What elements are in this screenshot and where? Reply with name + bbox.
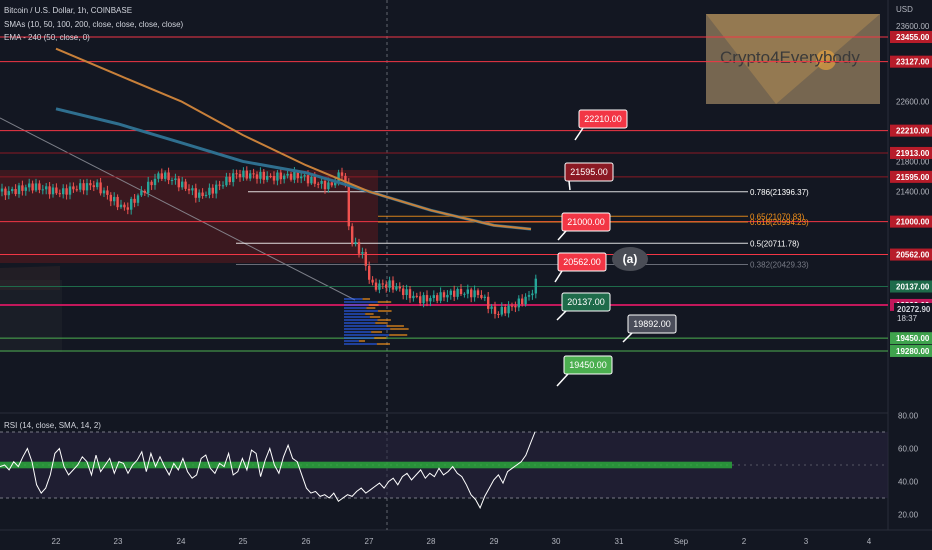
axis-tag-20562.00 [890,248,932,261]
x-tick-label: 24 [177,537,186,546]
x-tick-label: 30 [552,537,561,546]
axis-tag-text: 21595.00 [896,173,930,182]
price-callout-19892.00[interactable]: 19892.00 [622,314,677,343]
x-tick-label: 4 [867,537,872,546]
y-tick-label: 22600.00 [896,97,930,106]
axis-tag-21595.00 [890,170,932,183]
price-callout-22210.00[interactable]: 22210.00 [574,109,628,141]
y-tick-label: 23600.00 [896,22,930,31]
ema-legend[interactable]: EMA - 240 (50, close, 0) [4,33,90,42]
price-callout-text: 21000.00 [567,217,605,227]
rsi-tick-label: 60.00 [898,445,919,454]
price-callout-text: 20137.00 [567,297,605,307]
x-tick-label: 23 [114,537,123,546]
x-tick-label: 28 [427,537,436,546]
rsi-tick-label: 80.00 [898,412,919,421]
volume-profile [344,298,409,345]
price-axis[interactable] [888,0,932,550]
rsi-legend[interactable]: RSI (14, close, SMA, 14, 2) [4,421,101,430]
x-tick-label: 25 [239,537,248,546]
price-callout-text: 21595.00 [570,167,608,177]
price-callout-19450.00[interactable]: 19450.00 [556,355,613,387]
axis-tag-23455.00 [890,31,932,43]
price-callout-text: 22210.00 [584,114,622,124]
rsi-tick-label: 40.00 [898,478,919,487]
axis-tag-text: 20137.00 [896,283,930,292]
fib-label: 0.65(21070.83) [750,212,805,221]
fib-label: 0.5(20711.78) [750,239,800,248]
price-callout-20562.00[interactable]: 20562.00 [554,252,607,283]
legend: Bitcoin / U.S. Dollar, 1h, COINBASE SMAs… [4,6,184,42]
axis-tag-22210.00 [890,124,932,137]
axis-tag-21913.00 [890,146,932,159]
price-callout-text: 19450.00 [569,360,607,370]
fib-label: 0.786(21396.37) [750,188,809,197]
rsi-tick-label: 20.00 [898,511,919,520]
axis-tag-text: 19280.00 [896,347,930,356]
axis-tag-text: 19450.00 [896,334,930,343]
axis-tag-text: 22210.00 [896,127,930,136]
axis-tag-text: 23455.00 [896,33,930,42]
current-price-tag: 20272.90 18:37 [894,303,932,323]
price-callout-21595.00[interactable]: 21595.00 [564,162,614,191]
rsi-line [0,431,536,510]
axis-tag-text: 21913.00 [896,149,930,158]
rsi-ticks: 80.00 60.00 40.00 20.00 [898,412,919,520]
fib-label: 0.618(20994.23) [750,218,809,227]
rsi-pane[interactable]: RSI (14, close, SMA, 14, 2) 80.00 60.00 40… [0,412,919,520]
price-callout-text: 19892.00 [633,319,671,329]
symbol-title[interactable]: Bitcoin / U.S. Dollar, 1h, COINBASE [4,6,132,15]
x-tick-label: 31 [615,537,624,546]
axis-tag-20137.00 [890,280,932,293]
ema-line[interactable] [55,47,532,231]
candle-countdown: 18:37 [897,314,918,323]
y-tick-label: 21800.00 [896,157,930,166]
x-tick-label: Sep [674,537,689,546]
watermark-text: Crypto4Everybody [720,48,860,67]
sma-legend[interactable]: SMAs (10, 50, 100, 200, close, close, cl… [4,20,184,29]
annotation-a[interactable]: (a) [612,247,648,271]
price-callout-text: 20562.00 [563,257,601,267]
axis-tag-19280.00 [890,344,932,357]
x-tick-label: 3 [804,537,809,546]
x-tick-label: 26 [302,537,311,546]
axis-tag-23127.00 [890,55,932,68]
volume-profile-zone [0,280,62,352]
x-tick-label: 2 [742,537,747,546]
x-ticks: 22 23 24 25 26 27 28 29 30 31 Sep 2 3 4 [52,537,872,546]
rsi-neutral-band [0,461,732,469]
trend-line[interactable] [0,117,356,301]
x-tick-label: 29 [490,537,499,546]
axis-tag-text: 21000.00 [896,218,930,227]
current-price: 20272.90 [897,305,931,314]
shade-wedge [0,266,60,290]
annotation-text: (a) [623,252,638,266]
price-callout-21000.00[interactable]: 21000.00 [557,212,611,241]
axis-tag-21000.00 [890,215,932,228]
price-callout-20137.00[interactable]: 20137.00 [556,292,611,321]
x-tick-label: 27 [365,537,374,546]
axis-tag-text: 20562.00 [896,251,930,260]
x-tick-label: 22 [52,537,61,546]
axis-tag-19450.00 [890,332,932,345]
candles [0,166,537,319]
axis-tag-text: 23127.00 [896,58,930,67]
currency-label: USD [896,5,913,14]
y-tick-label: 21400.00 [896,188,930,197]
fib-label: 0.382(20429.33) [750,261,809,270]
watermark-logo: Crypto4Everybody [706,14,880,104]
